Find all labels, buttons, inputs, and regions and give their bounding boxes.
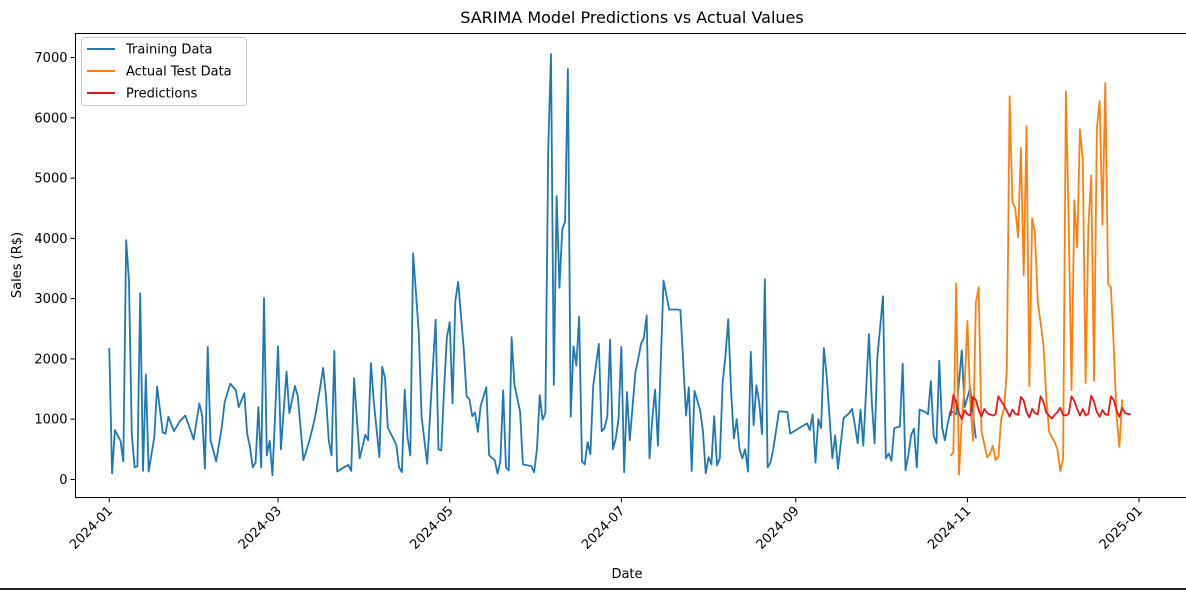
y-tick-label: 7000 — [34, 51, 67, 66]
x-tick-label: 2024-05 — [408, 504, 457, 553]
legend: Training Data Actual Test Data Predictions — [81, 37, 247, 106]
y-tick-label: 1000 — [34, 413, 67, 428]
legend-label: Training Data — [125, 43, 212, 58]
y-axis-label: Sales (R$) — [10, 232, 25, 298]
y-tick-label: 2000 — [34, 352, 67, 367]
y-tick-label: 4000 — [34, 232, 67, 247]
y-axis: 0 1000 2000 3000 4000 5000 6000 7000 — [34, 51, 76, 488]
x-axis: 2024-01 2024-03 2024-05 2024-07 2024-09 2024-… — [67, 497, 1146, 553]
x-tick-label: 2024-11 — [925, 504, 974, 553]
x-tick-label: 2024-09 — [754, 504, 803, 553]
x-tick-label: 2024-07 — [579, 504, 628, 553]
series-line-2 — [949, 394, 1131, 421]
series-line-1 — [949, 82, 1124, 476]
y-tick-label: 0 — [59, 473, 67, 488]
chart-title: SARIMA Model Predictions vs Actual Value… — [460, 8, 803, 27]
x-tick-label: 2024-03 — [236, 504, 285, 553]
y-tick-label: 5000 — [34, 172, 67, 187]
x-axis-label: Date — [611, 567, 642, 582]
y-tick-label: 6000 — [34, 111, 67, 126]
series-line-0 — [108, 53, 977, 477]
plot-frame — [75, 33, 1186, 498]
legend-label: Predictions — [126, 87, 198, 102]
x-tick-label: 2025-01 — [1097, 504, 1146, 553]
y-tick-label: 3000 — [34, 292, 67, 307]
x-tick-label: 2024-01 — [67, 504, 116, 553]
bottom-rule — [0, 588, 1186, 590]
legend-label: Actual Test Data — [126, 65, 232, 80]
plot-area — [108, 53, 1131, 477]
legend-box — [81, 37, 247, 106]
